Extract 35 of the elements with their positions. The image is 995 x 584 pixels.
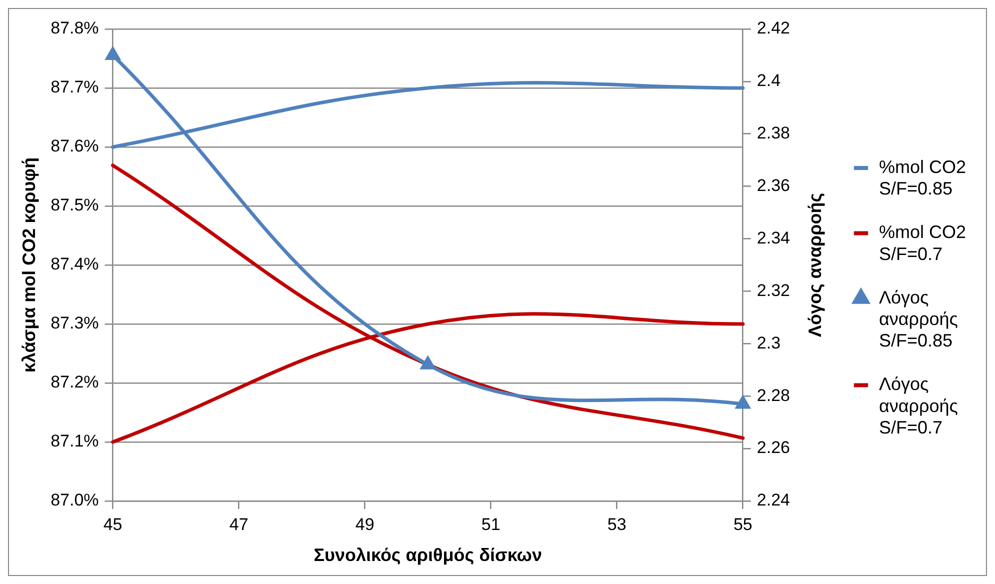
point <box>105 46 120 60</box>
y-tick-label: 87.6% <box>50 136 99 156</box>
x-tick-label: 51 <box>481 514 500 534</box>
x-tick-label: 47 <box>229 514 248 534</box>
x-tick-label: 45 <box>103 514 122 534</box>
y-tick-label: 87.1% <box>50 432 99 451</box>
x-tick-label: 49 <box>355 514 374 534</box>
y2-tick-label: 2.24 <box>756 490 790 510</box>
y2-tick-label: 2.28 <box>756 386 790 405</box>
y-axis-title: κλάσμα mol CO2 κορυφή <box>18 157 39 373</box>
y2-tick-label: 2.26 <box>756 438 790 458</box>
y-tick-label: 87.8% <box>50 18 99 38</box>
legend-label: %mol CO2 S/F=0.85 <box>878 156 966 199</box>
point <box>420 356 436 370</box>
y2-tick-label: 2.36 <box>756 176 790 196</box>
y-tick-label: 87.5% <box>50 196 99 215</box>
y2-tick-label: 2.34 <box>756 228 790 248</box>
x-tick-label: 55 <box>733 514 752 534</box>
legend-label: Λόγος αναρροής S/F=0.7 <box>878 374 958 438</box>
x-tick-label: 53 <box>607 514 626 534</box>
y2-tick-label: 2.4 <box>756 71 781 90</box>
x-axis-title: Συνολικός αριθμός δίσκων <box>314 545 542 566</box>
y-tick-label: 87.2% <box>50 372 99 392</box>
legend-label: %mol CO2 S/F=0.7 <box>878 222 966 264</box>
y2-tick-label: 2.3 <box>756 333 781 352</box>
y-tick-label: 87.4% <box>50 254 99 274</box>
legend-label: Λόγος αναρροής S/F=0.85 <box>878 287 958 351</box>
y-tick-label: 87.3% <box>50 314 99 333</box>
point <box>735 395 751 409</box>
y-tick-label: 87.7% <box>50 78 99 97</box>
y2-axis-title: Λόγος αναρροής <box>804 192 825 338</box>
y2-tick-label: 2.38 <box>756 124 790 143</box>
y2-tick-label: 2.32 <box>756 280 790 300</box>
y2-tick-label: 2.42 <box>756 18 790 38</box>
y-tick-label: 87.0% <box>50 490 99 510</box>
